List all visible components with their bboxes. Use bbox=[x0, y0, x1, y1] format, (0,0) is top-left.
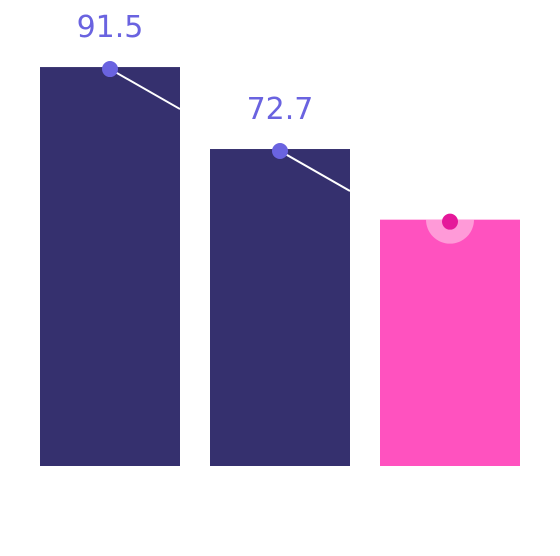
point-1 bbox=[102, 61, 118, 78]
points-layer bbox=[102, 61, 474, 244]
value-label-1: 91.5 bbox=[77, 10, 144, 45]
bars-layer bbox=[40, 67, 520, 466]
bar-1 bbox=[40, 67, 180, 466]
bar-3 bbox=[380, 219, 520, 466]
point-2 bbox=[272, 143, 288, 160]
connector-line-1 bbox=[109, 68, 181, 110]
connectors-layer bbox=[109, 68, 351, 192]
value-label-2: 72.7 bbox=[247, 92, 314, 127]
point-3 bbox=[442, 213, 458, 230]
connector-line-2 bbox=[279, 150, 351, 192]
highlight-halo bbox=[426, 219, 474, 244]
bar-2 bbox=[210, 149, 350, 466]
labels-layer: 91.5 72.7 bbox=[77, 10, 314, 127]
